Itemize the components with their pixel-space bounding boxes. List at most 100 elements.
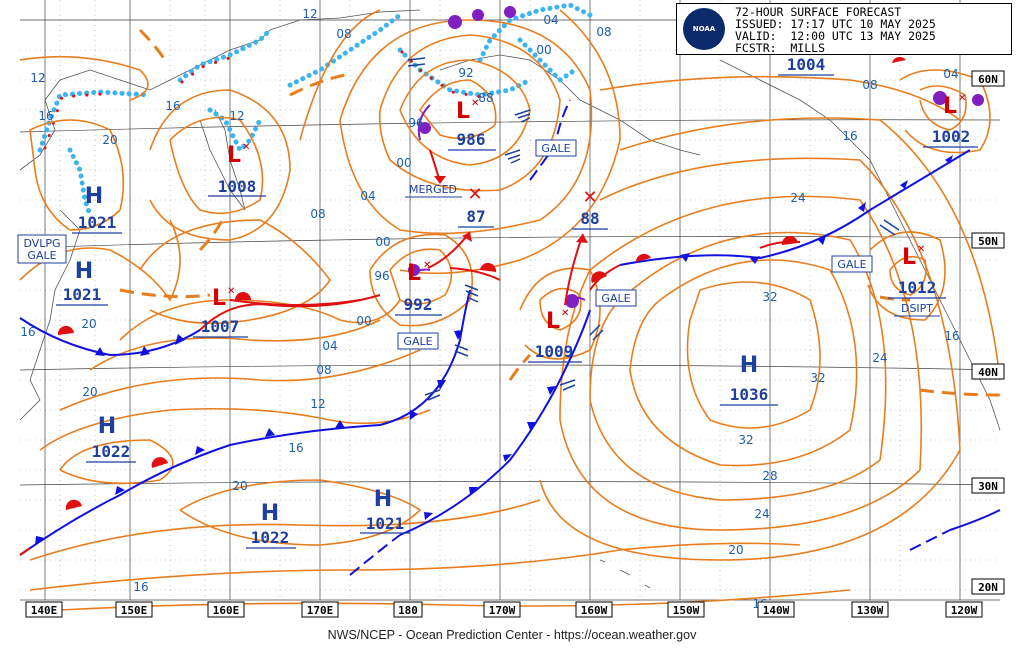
low-x-marker: ✕ [227,286,235,297]
isobar-label: 88 [478,91,493,105]
wind-barbs [407,57,900,401]
high-symbol: H [374,487,392,512]
low-pressure: 992 [404,295,433,314]
low-pressure: 1002 [932,127,971,146]
isobar-label: 04 [543,13,558,27]
low-x-marker: ✕ [242,142,250,153]
warm-front-bumps [57,56,906,510]
isobar-label: 04 [360,189,375,203]
pressure-label: 1004 [787,55,826,74]
gale-label: GALE [403,335,432,348]
graticule [19,0,1001,601]
isobar-label: 08 [862,78,877,92]
track-points: ✕ 87 ✕ 88 [427,149,608,306]
gale-label: GALE [837,258,866,271]
high-pressure: 1022 [92,442,131,461]
isobar-label: 20 [81,317,96,331]
isobar-label: 20 [82,385,97,399]
isobar-label: 12 [30,71,45,85]
isobar-label: 08 [310,207,325,221]
high-symbol: H [85,184,103,209]
low-x-marker: ✕ [958,93,966,104]
lon-label: 140E [31,604,58,617]
high-symbol: H [740,353,758,378]
isobar-label: 20 [102,133,117,147]
lon-label: 140W [763,604,790,617]
isobar-label: 00 [356,314,371,328]
isobar-label: 24 [754,507,769,521]
isobar-label: 92 [458,66,473,80]
isobar-label: 28 [762,469,777,483]
noaa-logo-text: NOAA [692,25,716,33]
cold-front-barbs [35,155,953,545]
isobars [19,9,1001,611]
track-x-marker: ✕ [582,187,597,208]
high-pressure: 1021 [63,285,102,304]
isobar-label: 08 [336,27,351,41]
dvlpg-gale-label: GALE [27,249,56,262]
latitude-labels: 60N 50N 40N 30N 20N [971,70,1005,595]
isobar-label: 96 [408,116,423,130]
lon-label: 150E [121,604,148,617]
gale-label: GALE [541,142,570,155]
gale-label: GALE [601,292,630,305]
isobar-label: 16 [165,99,180,113]
forecast-title: 72-HOUR SURFACE FORECAST [735,5,902,19]
isobar-label: 12 [229,109,244,123]
isobar-label: 12 [302,7,317,21]
noaa-logo: NOAA [683,8,725,50]
lat-lon-grid [20,0,1000,600]
low-x-marker: ✕ [423,260,431,271]
isobar-label: 16 [944,329,959,343]
isobar-label: 20 [728,543,743,557]
coastlines [19,9,1001,589]
lon-label: 170E [307,604,334,617]
high-pressure: 1021 [366,514,405,533]
low-x-marker: ✕ [917,244,925,255]
isobar-label: 32 [810,371,825,385]
isobar-label: 16 [288,441,303,455]
low-symbol: L [546,309,560,334]
ice-edge [37,2,593,218]
low-x-marker: ✕ [561,308,569,319]
merged-label: MERGED [409,183,457,196]
lon-label: 150W [673,604,700,617]
isobar-label: 24 [872,351,887,365]
lon-label: 160E [213,604,240,617]
isobar-label: 16 [20,325,35,339]
isobar-label: 00 [375,235,390,249]
high-symbol: H [75,259,93,284]
low-pressure: 1012 [898,278,937,297]
track-pressure: 88 [580,209,599,228]
header-lines: 72-HOUR SURFACE FORECAST ISSUED: 17:17 UT… [735,6,936,54]
lon-label: 180 [398,604,418,617]
low-symbol: L [407,261,421,286]
low-symbol: L [902,245,916,270]
track-x-marker: ✕ [467,184,482,205]
high-pressure: 1022 [251,528,290,547]
low-symbol: L [943,94,957,119]
low-pressure: 1009 [535,342,574,361]
lon-label: 130W [857,604,884,617]
isobar-labels: 12 16 20 12 16 08 04 00 08 12 92 88 96 0… [20,7,959,611]
isobar-label: 16 [38,109,53,123]
isobar-label: 32 [762,290,777,304]
isobar-label: 00 [536,43,551,57]
forecaster: FCSTR: MILLS [735,41,826,55]
isobar-label: 08 [316,363,331,377]
isobar-label: 12 [310,397,325,411]
low-symbol: L [212,286,226,311]
high-symbol: H [98,414,116,439]
high-symbol: H [261,501,279,526]
lat-label: 40N [978,366,998,379]
isobar-label: 04 [943,67,958,81]
lat-label: 50N [978,235,998,248]
isobar-label: 24 [790,191,805,205]
isobar-label: 20 [232,479,247,493]
low-centers: L ✕ 1008 L ✕ 986 L ✕ 1007 L ✕ 992 L ✕ 10… [193,93,978,363]
footer-credit: NWS/NCEP - Ocean Prediction Center - htt… [327,628,697,642]
high-centers: H 1021 H 1021 H 1022 H 1022 H 1021 H 103… [56,184,778,549]
low-symbol: L [456,99,470,124]
